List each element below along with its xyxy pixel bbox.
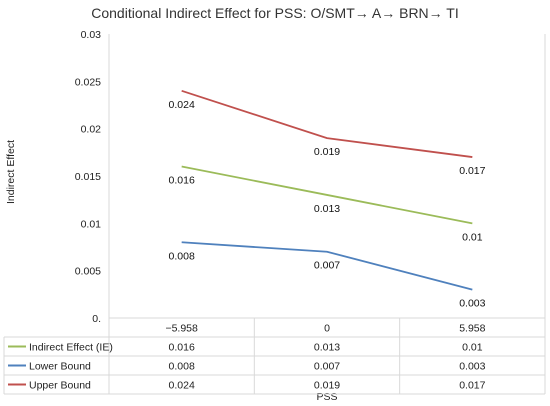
y-tick-label: 0.02	[81, 124, 102, 136]
series-lines	[181, 89, 473, 291]
table-cell: 0.003	[459, 361, 485, 373]
y-axis-label: Indirect Effect	[5, 140, 17, 204]
y-tick-label: 0.	[92, 313, 101, 325]
series-line	[181, 165, 473, 225]
legend-label: Upper Bound	[29, 380, 91, 392]
data-label: 0.01	[462, 231, 483, 243]
x-axis-label: PSS	[316, 391, 337, 403]
data-label: 0.007	[314, 260, 340, 272]
data-label: 0.019	[314, 146, 340, 158]
x-tick-label: 5.958	[459, 323, 485, 335]
data-label: 0.003	[459, 298, 485, 310]
data-labels: 0.016 0.013 0.01 0.008 0.007 0.003 0.024 0.019 0…	[169, 99, 486, 310]
data-label: 0.013	[314, 203, 340, 215]
chart-title: Conditional Indirect Effect for PSS: O/S…	[91, 5, 459, 21]
series-line	[181, 241, 473, 291]
series-line	[181, 89, 473, 158]
y-tick-label: 0.005	[75, 266, 101, 278]
data-label: 0.024	[169, 99, 195, 111]
table-cell: 0.016	[169, 342, 195, 354]
y-tick-label: 0.03	[81, 29, 102, 41]
legend-label: Lower Bound	[29, 361, 91, 373]
legend-label: Indirect Effect (IE)	[29, 342, 113, 354]
x-tick-label: −5.958	[165, 323, 198, 335]
y-axis-ticks: 0. 0.005 0.01 0.015 0.02 0.025 0.03	[75, 29, 101, 325]
table-cell: 0.019	[314, 380, 340, 392]
y-tick-label: 0.015	[75, 171, 101, 183]
data-label: 0.017	[459, 165, 485, 177]
table-cell: 0.007	[314, 361, 340, 373]
table-cell: 0.01	[462, 342, 483, 354]
y-tick-label: 0.01	[81, 218, 102, 230]
data-label: 0.016	[169, 175, 195, 187]
data-table: −5.958 0 5.958 Indirect Effect (IE) 0.016 0.0…	[3, 317, 546, 395]
table-cell: 0.017	[459, 380, 485, 392]
table-cell: 0.013	[314, 342, 340, 354]
y-tick-label: 0.025	[75, 76, 101, 88]
x-tick-label: 0	[324, 323, 330, 335]
table-cell: 0.024	[169, 380, 195, 392]
data-label: 0.008	[169, 250, 195, 262]
table-cell: 0.008	[169, 361, 195, 373]
